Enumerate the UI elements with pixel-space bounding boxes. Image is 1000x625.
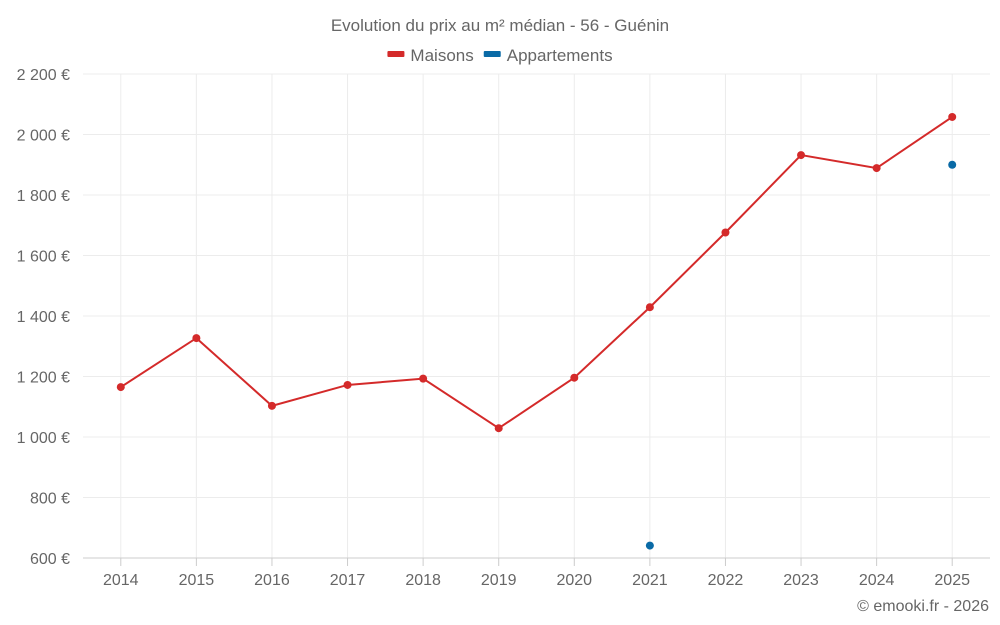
data-point[interactable]	[721, 228, 730, 237]
series-layer	[116, 112, 957, 550]
x-tick-label: 2021	[632, 572, 668, 589]
legend-label: Appartements	[507, 46, 613, 65]
x-tick-label: 2022	[708, 572, 744, 589]
data-point[interactable]	[267, 401, 276, 410]
y-axis: 600 € 800 € 1 000 € 1 200 € 1 400 € 1 600 € 1 …	[17, 67, 70, 568]
x-tick-label: 2015	[179, 572, 215, 589]
y-tick-label: 1 200 €	[17, 370, 70, 387]
y-tick-label: 2 000 €	[17, 128, 70, 145]
y-tick-label: 600 €	[30, 551, 70, 568]
series-appartements	[645, 160, 957, 550]
data-point[interactable]	[948, 112, 957, 121]
legend: Maisons Appartements	[387, 46, 613, 65]
data-point[interactable]	[494, 424, 503, 433]
data-point[interactable]	[872, 164, 881, 173]
data-point[interactable]	[419, 374, 428, 383]
x-tick-label: 2018	[405, 572, 441, 589]
data-point[interactable]	[948, 160, 957, 169]
data-point[interactable]	[116, 383, 125, 392]
x-tick-label: 2024	[859, 572, 895, 589]
x-tick-label: 2014	[103, 572, 139, 589]
legend-swatch	[387, 51, 405, 57]
data-point[interactable]	[192, 334, 201, 343]
y-tick-label: 2 200 €	[17, 67, 70, 84]
legend-label: Maisons	[410, 46, 473, 65]
y-tick-label: 1 800 €	[17, 188, 70, 205]
credit-text: © emooki.fr - 2026	[857, 598, 989, 615]
x-tick-label: 2025	[934, 572, 970, 589]
legend-item-maisons[interactable]: Maisons	[387, 46, 474, 65]
data-point[interactable]	[797, 151, 806, 160]
legend-swatch	[483, 51, 501, 57]
legend-item-appartements[interactable]: Appartements	[483, 46, 613, 65]
data-point[interactable]	[343, 380, 352, 389]
data-point[interactable]	[645, 303, 654, 312]
x-tick-label: 2023	[783, 572, 819, 589]
chart-title: Evolution du prix au m² médian - 56 - Gu…	[331, 16, 669, 35]
y-tick-label: 800 €	[30, 491, 70, 508]
x-tick-label: 2016	[254, 572, 290, 589]
y-tick-label: 1 400 €	[17, 309, 70, 326]
data-point[interactable]	[570, 373, 579, 382]
grid	[83, 73, 990, 558]
series-line	[120, 116, 953, 430]
series-maisons	[116, 112, 957, 433]
x-tick-label: 2019	[481, 572, 517, 589]
x-tick-label: 2020	[556, 572, 592, 589]
y-tick-label: 1 000 €	[17, 430, 70, 447]
y-tick-label: 1 600 €	[17, 249, 70, 266]
x-tick-label: 2017	[330, 572, 366, 589]
x-axis: 2014 2015 2016 2017 2018 2019 2020 2021 2022 2023…	[83, 557, 990, 589]
data-point[interactable]	[645, 541, 654, 550]
